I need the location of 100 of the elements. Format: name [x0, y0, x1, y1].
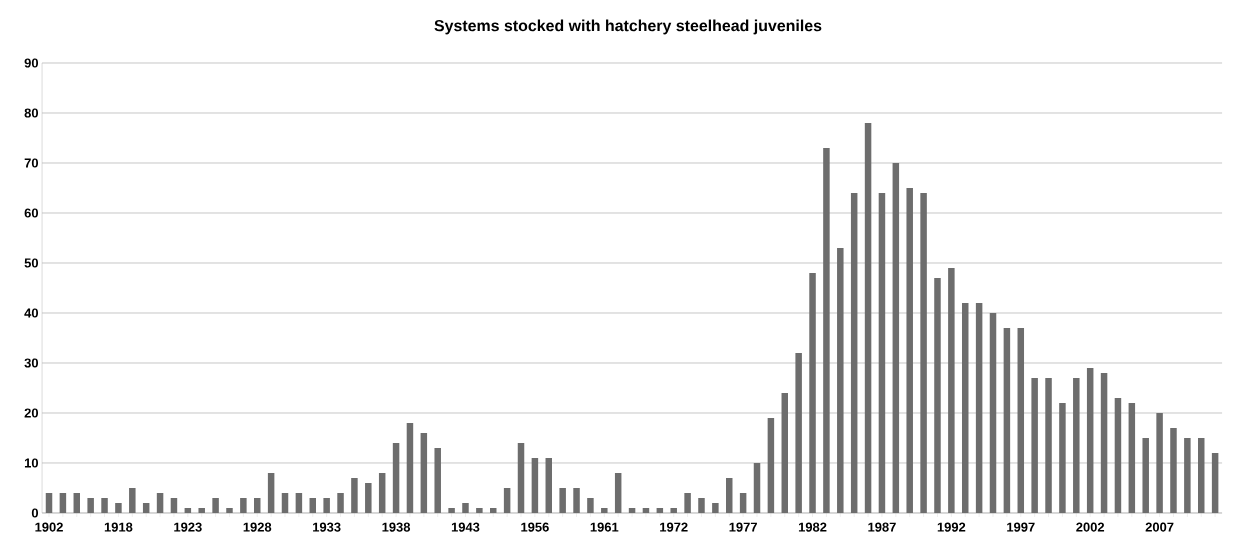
y-tick-label: 50	[24, 258, 39, 268]
x-tick-label: 1956	[521, 522, 549, 532]
bar	[281, 492, 289, 513]
bar	[948, 267, 955, 513]
bar	[59, 492, 67, 513]
bar	[753, 462, 761, 513]
bar	[434, 447, 441, 513]
bar	[1114, 397, 1122, 513]
x-tick-label: 1918	[104, 522, 133, 532]
bar	[267, 472, 275, 513]
bar	[1128, 402, 1136, 513]
bar	[878, 192, 886, 513]
bar	[406, 422, 414, 513]
x-tick-label: 1992	[937, 522, 966, 532]
bar	[378, 472, 386, 513]
bar	[573, 487, 580, 513]
bar	[309, 497, 317, 513]
bar	[462, 502, 469, 513]
x-tick-label: 1972	[660, 522, 688, 532]
bar	[337, 492, 344, 513]
bar	[656, 507, 664, 513]
bar	[739, 492, 747, 513]
bar	[1073, 377, 1080, 513]
x-tick-label: 2007	[1145, 522, 1174, 532]
x-tick-label: 1987	[868, 522, 896, 532]
x-tick-label: 1997	[1007, 522, 1035, 532]
bar	[212, 497, 219, 513]
bar	[587, 497, 594, 513]
x-tick-label: 1961	[590, 522, 619, 532]
bar	[45, 492, 53, 513]
bar	[517, 442, 525, 513]
bar	[975, 302, 983, 513]
bar	[198, 507, 205, 513]
bar	[1045, 377, 1052, 513]
bar	[823, 147, 830, 513]
chart-title: Systems stocked with hatchery steelhead juveniles	[434, 19, 822, 35]
bar	[420, 432, 428, 513]
bar	[129, 487, 136, 513]
bar	[1003, 327, 1011, 513]
x-tick-label: 1938	[382, 522, 411, 532]
bar	[850, 192, 858, 513]
bar	[670, 507, 677, 513]
bar	[628, 507, 636, 513]
bar	[1059, 402, 1066, 513]
bar	[351, 477, 358, 513]
bar	[920, 192, 927, 513]
bar	[254, 497, 261, 513]
bar	[961, 302, 969, 513]
bar	[1142, 437, 1149, 513]
x-tick-label: 1933	[313, 522, 341, 532]
y-tick-label: 70	[24, 158, 39, 168]
bar	[989, 312, 997, 513]
bar	[864, 122, 872, 513]
x-tick-label: 1943	[451, 522, 480, 532]
bar	[1086, 367, 1094, 513]
bar	[712, 502, 719, 513]
bar	[240, 497, 247, 513]
bar	[115, 502, 122, 513]
bar	[767, 417, 775, 513]
bar	[906, 187, 913, 513]
bar	[476, 507, 483, 513]
bar	[170, 497, 178, 513]
bar	[559, 487, 566, 513]
bar	[809, 272, 816, 513]
bar	[545, 457, 553, 513]
bar	[489, 507, 497, 513]
y-tick-label: 60	[24, 208, 39, 218]
bar	[531, 457, 539, 513]
bar	[684, 492, 691, 513]
y-tick-label: 10	[24, 458, 39, 468]
bar	[1031, 377, 1038, 513]
bar	[934, 277, 941, 513]
bar	[87, 497, 94, 513]
bar	[295, 492, 303, 513]
bar	[392, 442, 400, 513]
x-tick-label: 1982	[798, 522, 827, 532]
x-tick-label: 1977	[729, 522, 757, 532]
bar	[448, 507, 455, 513]
y-tick-label: 90	[24, 58, 39, 68]
y-tick-label: 0	[31, 508, 39, 518]
bar	[614, 472, 622, 513]
bar	[156, 492, 164, 513]
bar	[1170, 427, 1177, 513]
bar	[698, 497, 705, 513]
bar	[1184, 437, 1191, 513]
x-tick-label: 1928	[243, 522, 272, 532]
x-tick-label: 1902	[35, 522, 63, 532]
bar	[1017, 327, 1025, 513]
bar	[795, 352, 802, 513]
bar	[1211, 452, 1219, 513]
bar	[142, 502, 150, 513]
bar	[837, 247, 844, 513]
y-tick-label: 30	[24, 358, 39, 368]
bar	[503, 487, 511, 513]
bar	[601, 507, 608, 513]
bar	[101, 497, 108, 513]
bar	[1197, 437, 1205, 513]
bar	[73, 492, 81, 513]
x-tick-label: 1923	[174, 522, 202, 532]
y-tick-label: 40	[24, 308, 39, 318]
